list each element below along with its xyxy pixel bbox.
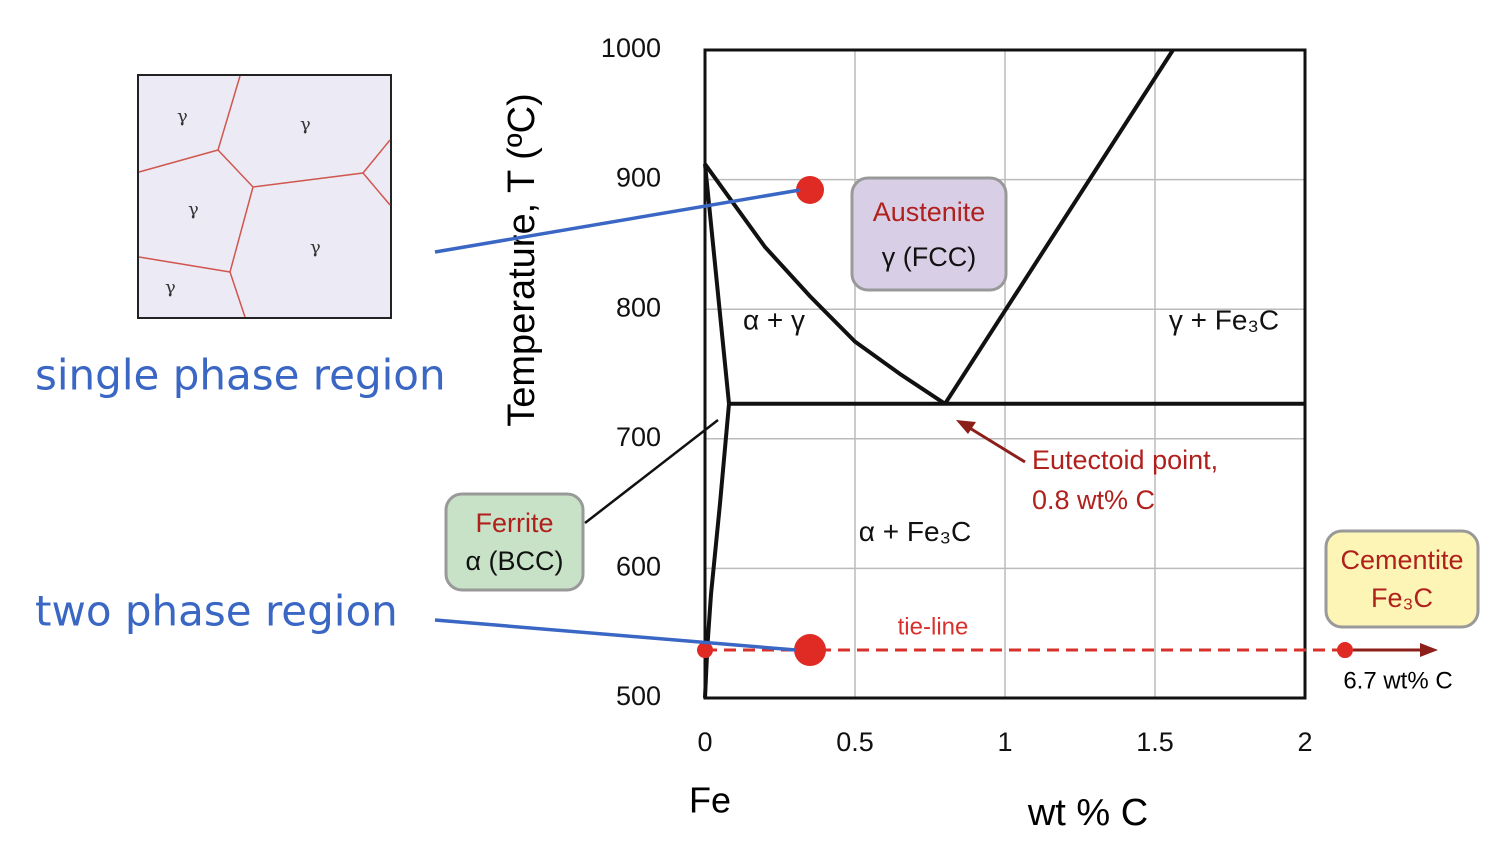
x-tick-label: 2 [1297,727,1312,757]
ferrite-box [444,492,585,592]
x-tick-label: 1.5 [1136,727,1174,757]
tie-line-label: tie-line [898,613,969,640]
region-label: α + Fe₃C [859,516,971,547]
grain-boundaries [138,75,391,318]
grain-label: γ [310,237,321,258]
austenite-label: Austenite [873,197,986,227]
eutectoid-label: 0.8 wt% C [1032,485,1155,515]
grain-label: γ [165,277,176,298]
phase-boundary [703,403,731,699]
grain-label: γ [188,199,199,220]
ferrite-label: α (BCC) [465,546,563,576]
cementite-label: Fe₃C [1371,583,1433,613]
cementite-label: Cementite [1340,545,1463,575]
austenite-label: γ (FCC) [882,242,976,272]
tie-end-point [1337,642,1353,659]
state-point [794,634,826,667]
austenite-box [850,176,1008,292]
y-tick-label: 900 [616,163,661,193]
connector [434,618,797,652]
arrow-head [956,420,976,434]
y-axis-label: Temperature, T (ºC) [501,93,543,426]
plot-frame [703,48,1307,700]
phase-boundary [943,48,1175,405]
grain-label: γ [300,114,311,135]
x-axis-label: wt % C [1027,792,1148,834]
arrow [967,425,1026,464]
y-tick-label: 500 [616,681,661,711]
microstructure-box [137,74,392,319]
arrow-head [1420,643,1438,658]
region-label: γ + Fe₃C [1169,305,1279,336]
x-tick-label: 0.5 [836,727,874,757]
grain-label: γ [177,106,188,127]
y-tick-label: 600 [616,552,661,582]
annotation: two phase region [35,587,398,636]
y-tick-label: 1000 [601,33,661,63]
region-label: α + γ [743,305,805,336]
ferrite-label: Ferrite [475,508,553,538]
leader [584,419,719,524]
cementite-box [1324,529,1480,629]
eutectoid-label: Eutectoid point, [1032,445,1218,475]
state-point [796,175,824,204]
state-point [697,642,713,659]
y-tick-label: 800 [616,292,661,322]
origin-label: Fe [689,780,731,821]
annotation: single phase region [35,351,446,400]
y-tick-label: 700 [616,422,661,452]
phase-boundary [703,162,947,406]
tie-end-label: 6.7 wt% C [1343,667,1452,694]
x-tick-label: 1 [997,727,1012,757]
x-tick-label: 0 [697,727,712,757]
connector [434,188,801,254]
